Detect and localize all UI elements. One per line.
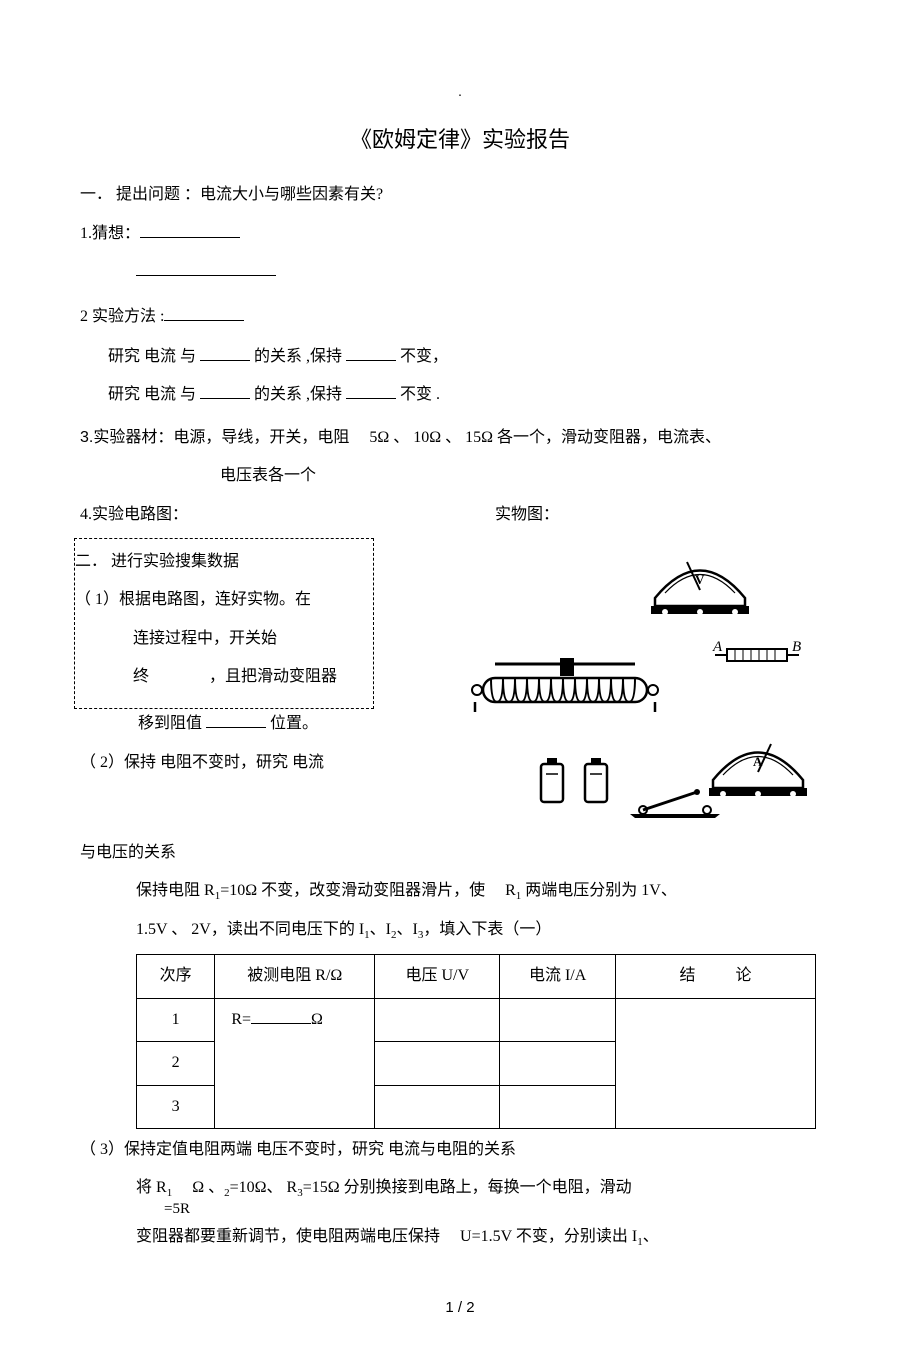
p3-c: 变阻器都要重新调节，使电阻两端电压保持 U=1.5V 不变，分别读出 I1、 [80, 1222, 840, 1253]
th-conclusion: 结论 [616, 955, 816, 998]
physical-diagram: V A B [465, 538, 825, 838]
p1-d: 移到阻值 位置。 [80, 709, 455, 739]
t: R [505, 882, 516, 899]
blank [164, 303, 244, 321]
q4-row: 4.实验电路图： 二． 进行实验搜集数据 （ 1）根据电路图，连好实物。在 连接… [80, 500, 840, 838]
t: 将 R [136, 1179, 167, 1196]
p2-d: 1.5V 、 2V，读出不同电压下的 I1、I2、I3，填入下表（一） [80, 915, 840, 946]
th-seq: 次序 [137, 955, 215, 998]
t: R= [231, 1011, 251, 1028]
sec1-header: 一． 提出问题 ：电流大小与哪些因素有关? [80, 180, 840, 210]
blank [206, 711, 266, 729]
blank [346, 343, 396, 361]
p2-b: 与电压的关系 [80, 838, 840, 868]
t: U=1.5V 不变，分别读出 I [460, 1228, 637, 1245]
blank [251, 1006, 311, 1024]
blank [136, 259, 276, 277]
q2-line2: 研究 电流 与 的关系 ,保持 不变 . [80, 380, 840, 410]
t: ，且把滑动变阻器 [209, 668, 337, 685]
t: Ω [311, 1011, 323, 1028]
q3-line2: 电压表各一个 [80, 461, 840, 491]
q2: 2 实验方法 : [80, 302, 840, 332]
t: 的关系 ,保持 [254, 386, 342, 403]
t: =10Ω、 R [230, 1179, 298, 1196]
sec2-header: 二． 进行实验搜集数据 [75, 547, 369, 577]
q4-right: 实物图： [465, 500, 840, 530]
p1-a: （ 1）根据电路图，连好实物。在 [75, 585, 369, 615]
rheostat-icon [465, 656, 665, 714]
blank [346, 382, 396, 400]
t: 研究 电流 与 [108, 386, 196, 403]
p2-c: 保持电阻 R1=10Ω 不变，改变滑动变阻器滑片，使 R1 两端电压分别为 1V… [80, 876, 840, 907]
cell-r: R= Ω [215, 998, 375, 1128]
blank [140, 220, 240, 238]
t: 电压表各一个 [220, 467, 316, 484]
t: 、 [643, 1228, 659, 1245]
p3-note: =5R [164, 1195, 190, 1224]
t: 移到阻值 [138, 715, 202, 732]
cell [500, 1085, 616, 1128]
q2-line1: 研究 电流 与 的关系 ,保持 不变， [80, 342, 840, 372]
switch-icon [625, 786, 725, 820]
t: 5Ω 、 10Ω 、 15Ω 各一个，滑动变阻器，电流表、 [369, 429, 721, 446]
t: 1.5V 、 2V，读出不同电压下的 I [136, 921, 364, 938]
t: 变阻器都要重新调节，使电阻两端电压保持 [136, 1228, 440, 1245]
t: 两端电压分别为 1V、 [521, 882, 677, 899]
t: 、I [370, 921, 391, 938]
q1-line2 [80, 257, 840, 287]
cell [375, 1042, 500, 1085]
p3-a: （ 3）保持定值电阻两端 电压不变时，研究 电流与电阻的关系 [80, 1135, 840, 1165]
dashed-box: 二． 进行实验搜集数据 （ 1）根据电路图，连好实物。在 连接过程中，开关始 终… [74, 538, 374, 710]
t: =10Ω 不变，改变滑动变阻器滑片，使 [220, 882, 485, 899]
table-row: 次序 被测电阻 R/Ω 电压 U/V 电流 I/A 结论 [137, 955, 816, 998]
t: 不变 . [400, 386, 440, 403]
blank [200, 382, 250, 400]
cell-conclusion [616, 998, 816, 1128]
blank [200, 343, 250, 361]
voltmeter-icon: V [645, 538, 755, 616]
q3: 3.实验器材：电源，导线，开关，电阻 5Ω 、 10Ω 、 15Ω 各一个，滑动… [80, 423, 840, 453]
t: 终 [133, 668, 149, 685]
battery-icon [535, 756, 569, 806]
q4-left: 4.实验电路图： [80, 500, 455, 530]
svg-text:V: V [695, 572, 705, 587]
t: 3.实验器材：电源，导线，开关，电阻 [80, 429, 349, 446]
cell [500, 1042, 616, 1085]
battery-icon [579, 756, 613, 806]
q1: 1.猜想： [80, 219, 840, 249]
cell: 1 [137, 998, 215, 1041]
p2-a: （ 2）保持 电阻不变时，研究 电流 [80, 748, 455, 778]
p1-b: 连接过程中，开关始 [75, 624, 369, 654]
q1-label: 1.猜想： [80, 225, 140, 242]
p3-b: 将 R1 Ω 、2=10Ω、 R3=15Ω 分别换接到电路上，每换一个电阻，滑动… [80, 1173, 840, 1204]
top-dot: . [80, 80, 840, 107]
t: 位置。 [270, 715, 318, 732]
svg-text:A: A [753, 754, 763, 769]
q2-label: 2 实验方法 : [80, 308, 164, 325]
t: 研究 电流 与 [108, 348, 196, 365]
th-u: 电压 U/V [375, 955, 500, 998]
p1-c: 终 ，且把滑动变阻器 [75, 662, 369, 692]
cell [500, 998, 616, 1041]
table-row: 1 R= Ω [137, 998, 816, 1041]
t: 、I [397, 921, 418, 938]
cell [375, 1085, 500, 1128]
t: 保持电阻 R [136, 882, 215, 899]
th-r: 被测电阻 R/Ω [215, 955, 375, 998]
data-table-1: 次序 被测电阻 R/Ω 电压 U/V 电流 I/A 结论 1 R= Ω 2 3 [136, 954, 816, 1129]
doc-title: 《欧姆定律》实验报告 [80, 119, 840, 161]
resistor-ab-icon [715, 646, 799, 664]
page-number: 1 / 2 [80, 1294, 840, 1323]
t: Ω 、 [192, 1179, 224, 1196]
cell: 3 [137, 1085, 215, 1128]
t: =15Ω 分别换接到电路上，每换一个电阻，滑动 [303, 1179, 632, 1196]
th-i: 电流 I/A [500, 955, 616, 998]
t: ，填入下表（一） [423, 921, 551, 938]
t: 结论 [639, 967, 791, 984]
t: 的关系 ,保持 [254, 348, 342, 365]
cell [375, 998, 500, 1041]
cell: 2 [137, 1042, 215, 1085]
t: 不变， [400, 348, 448, 365]
